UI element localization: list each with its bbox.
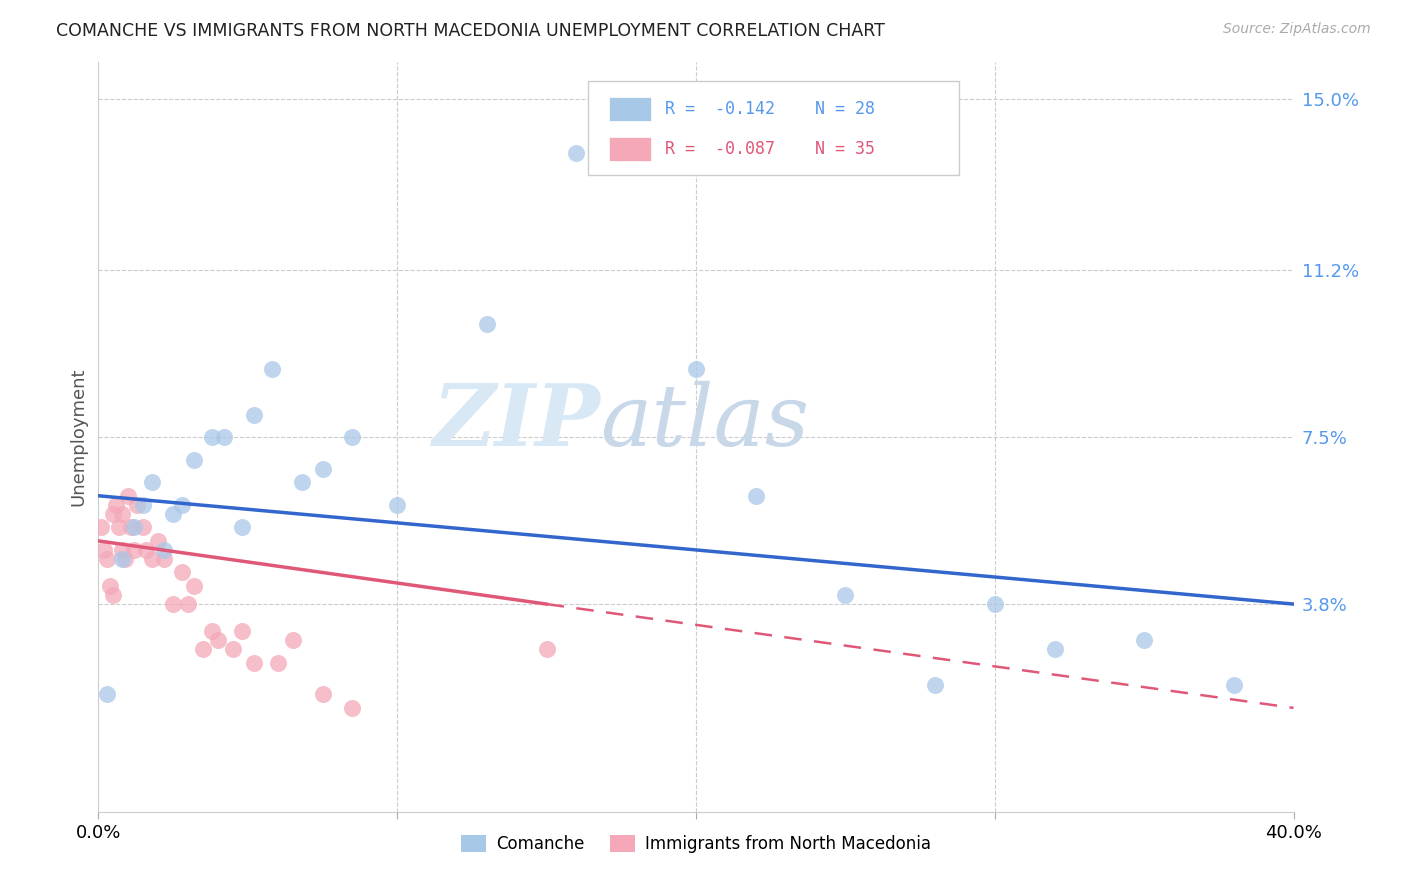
Text: Source: ZipAtlas.com: Source: ZipAtlas.com [1223, 22, 1371, 37]
Point [475, 317, 498, 331]
Point [924, 678, 946, 692]
Point [1043, 642, 1066, 657]
Point [281, 633, 304, 648]
Text: atlas: atlas [600, 381, 810, 464]
Point [135, 543, 157, 558]
Point [153, 552, 176, 566]
Point [311, 687, 333, 701]
Point [103, 588, 125, 602]
Point [685, 362, 707, 376]
Point [207, 633, 229, 648]
Point [385, 498, 409, 512]
Point [132, 498, 155, 512]
Point [984, 597, 1007, 611]
Point [162, 597, 184, 611]
Point [103, 507, 125, 521]
Point [222, 642, 245, 657]
Point [745, 489, 768, 503]
Point [231, 520, 253, 534]
Point [1133, 633, 1156, 648]
FancyBboxPatch shape [589, 81, 959, 175]
Point [191, 642, 214, 657]
Point [243, 408, 266, 422]
Point [201, 430, 224, 444]
Text: COMANCHE VS IMMIGRANTS FROM NORTH MACEDONIA UNEMPLOYMENT CORRELATION CHART: COMANCHE VS IMMIGRANTS FROM NORTH MACEDO… [56, 22, 886, 40]
Point [127, 498, 149, 512]
FancyBboxPatch shape [609, 136, 651, 161]
Point [124, 543, 146, 558]
Point [565, 145, 588, 160]
Point [201, 624, 224, 639]
Point [96, 552, 118, 566]
Y-axis label: Unemployment: Unemployment [69, 368, 87, 507]
Point [141, 475, 163, 490]
Point [117, 489, 139, 503]
Point [1223, 678, 1246, 692]
Point [342, 430, 364, 444]
Point [291, 475, 314, 490]
Point [183, 452, 205, 467]
Point [132, 520, 155, 534]
Point [172, 566, 194, 580]
Point [243, 656, 266, 670]
Point [267, 656, 290, 670]
Point [105, 498, 128, 512]
Point [834, 588, 856, 602]
Legend: Comanche, Immigrants from North Macedonia: Comanche, Immigrants from North Macedoni… [454, 828, 938, 860]
Point [98, 579, 122, 593]
Point [153, 543, 176, 558]
Point [114, 552, 136, 566]
Point [311, 461, 333, 475]
Point [108, 520, 131, 534]
Point [111, 552, 134, 566]
Point [111, 543, 134, 558]
Point [177, 597, 200, 611]
Point [260, 362, 283, 376]
Point [231, 624, 253, 639]
Point [90, 520, 112, 534]
Point [148, 533, 170, 548]
Point [111, 507, 134, 521]
Text: R =  -0.087    N = 35: R = -0.087 N = 35 [665, 140, 875, 158]
FancyBboxPatch shape [609, 97, 651, 121]
Point [212, 430, 235, 444]
Point [96, 687, 118, 701]
Text: ZIP: ZIP [433, 380, 600, 464]
Text: R =  -0.142    N = 28: R = -0.142 N = 28 [665, 100, 875, 118]
Point [172, 498, 194, 512]
Point [141, 552, 163, 566]
Point [342, 701, 364, 715]
Point [536, 642, 558, 657]
Point [120, 520, 142, 534]
Point [162, 507, 184, 521]
Point [124, 520, 146, 534]
Point [93, 543, 115, 558]
Point [183, 579, 205, 593]
